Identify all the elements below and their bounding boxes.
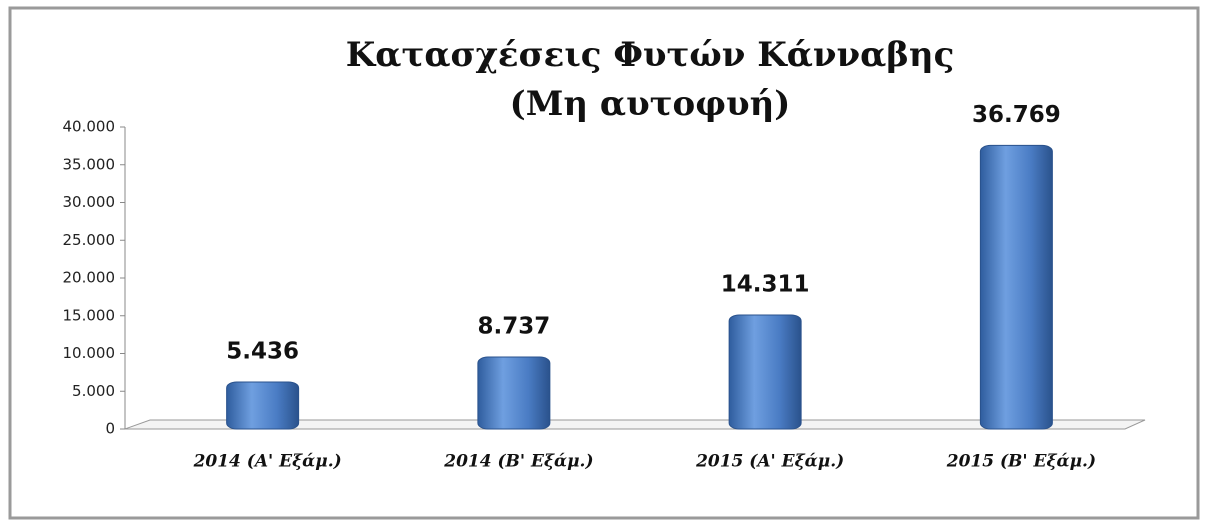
x-tick-label: 2014 (Β' Εξάμ.) (443, 452, 593, 472)
y-tick-label: 40.000 (63, 118, 116, 136)
y-tick-label: 0 (105, 420, 115, 438)
value-label: 8.737 (477, 314, 550, 340)
chart-title: Κατασχέσεις Φυτών Κάνναβης (346, 35, 955, 75)
bar (979, 144, 1053, 430)
y-tick-label: 15.000 (63, 306, 116, 324)
x-tick-label: 2015 (Β' Εξάμ.) (946, 452, 1096, 472)
y-tick-label: 35.000 (63, 155, 116, 173)
y-tick-label: 30.000 (63, 193, 116, 211)
bar (226, 381, 300, 430)
y-tick-label: 10.000 (63, 344, 116, 362)
x-tick-label: 2014 (Α' Εξάμ.) (193, 452, 342, 472)
y-tick-label: 5.000 (72, 382, 115, 400)
bar (477, 356, 551, 430)
value-label: 14.311 (721, 271, 810, 297)
y-tick-label: 20.000 (63, 269, 116, 287)
value-label: 5.436 (226, 338, 299, 364)
chart-subtitle: (Μη αυτοφυή) (510, 84, 791, 124)
x-tick-label: 2015 (Α' Εξάμ.) (695, 452, 844, 472)
value-label: 36.769 (972, 102, 1061, 128)
bar (728, 314, 802, 430)
y-tick-label: 25.000 (63, 231, 116, 249)
